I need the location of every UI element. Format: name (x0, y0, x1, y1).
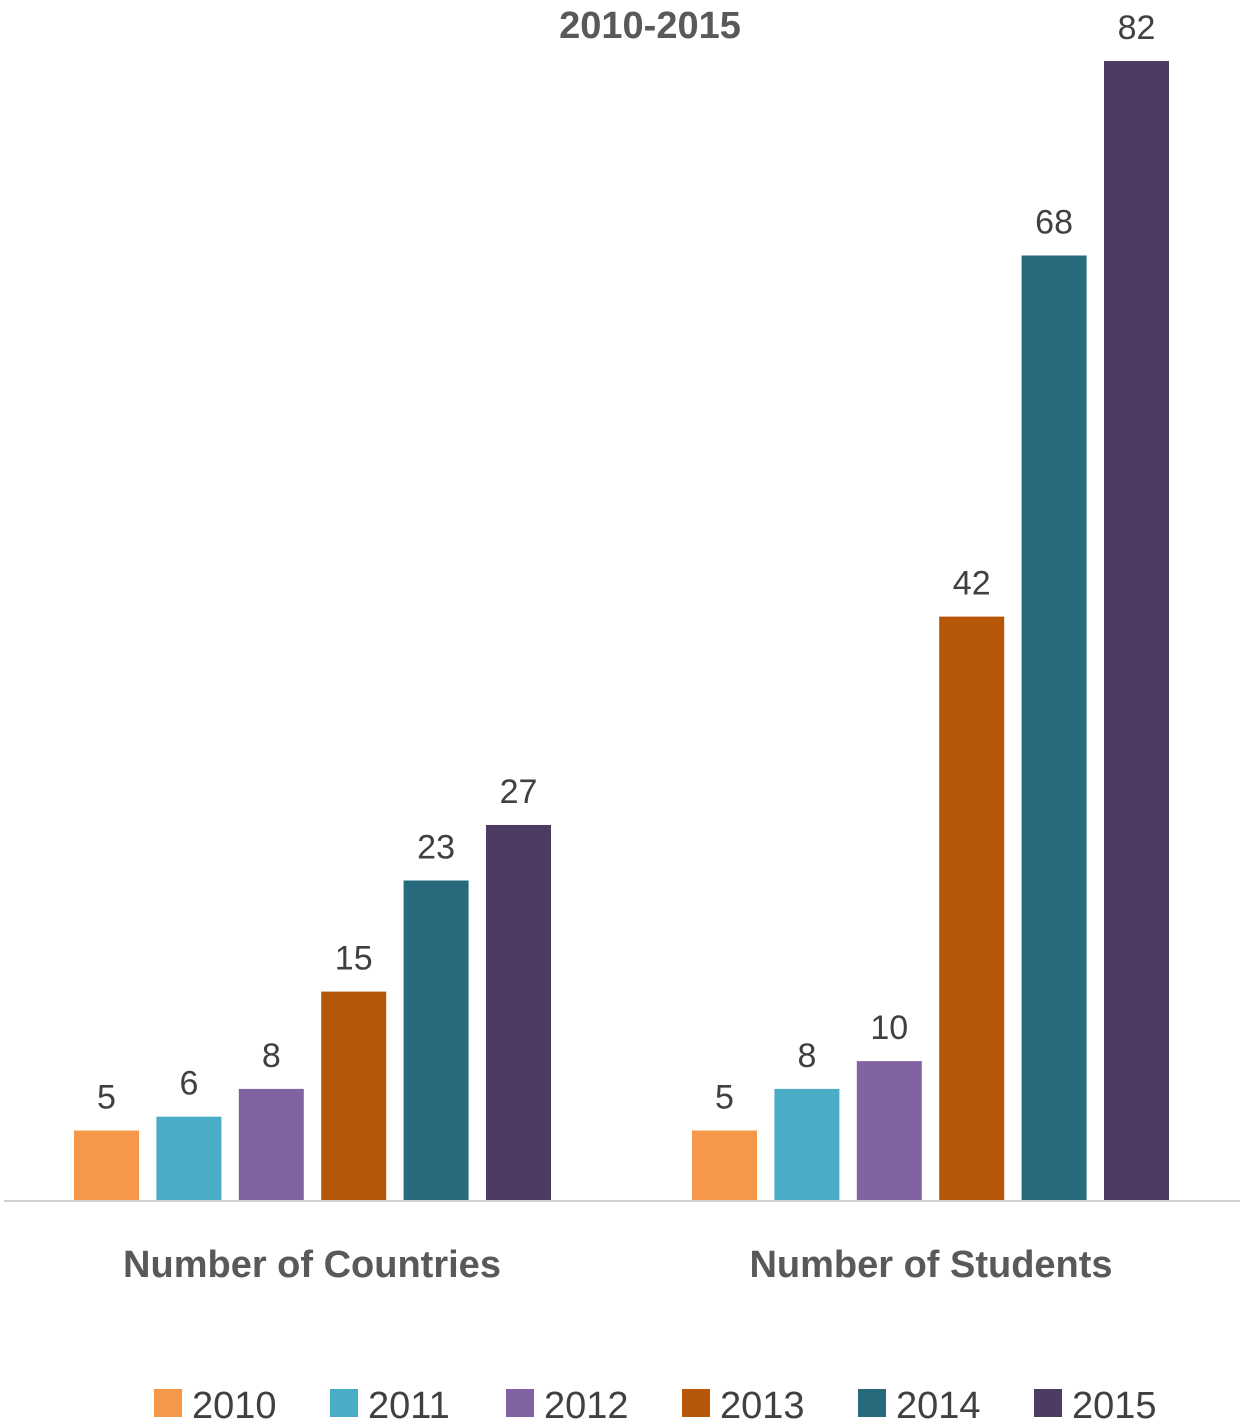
legend-item-2015: 2015 (1034, 1385, 1157, 1425)
legend-label-2010: 2010 (192, 1385, 277, 1425)
bar-countries-2011 (156, 1116, 222, 1200)
bar-countries-2014 (403, 880, 469, 1200)
bar-countries-2012 (238, 1088, 304, 1200)
data-label-students-2011: 8 (797, 1037, 816, 1075)
legend-label-2012: 2012 (544, 1385, 629, 1425)
legend-swatch-2012 (506, 1389, 534, 1417)
legend-swatch-2010 (154, 1389, 182, 1417)
chart-title: 2010-2015 (559, 5, 741, 47)
data-label-countries-2012: 8 (262, 1037, 281, 1075)
legend-swatch-2014 (858, 1389, 886, 1417)
bar-students-2013 (939, 616, 1005, 1200)
data-label-countries-2013: 15 (335, 940, 373, 978)
legend-label-2014: 2014 (896, 1385, 981, 1425)
legend-label-2011: 2011 (368, 1385, 450, 1425)
data-label-countries-2011: 6 (179, 1065, 198, 1103)
category-label-countries: Number of Countries (123, 1244, 501, 1286)
legend-swatch-2013 (682, 1389, 710, 1417)
legend-label-2015: 2015 (1072, 1385, 1157, 1425)
legend-item-2010: 2010 (154, 1385, 277, 1425)
data-label-students-2012: 10 (870, 1009, 908, 1047)
bar-countries-2013 (321, 991, 387, 1200)
data-label-students-2010: 5 (715, 1079, 734, 1117)
bar-countries-2015 (486, 825, 551, 1200)
data-label-students-2014: 68 (1035, 204, 1073, 242)
bar-students-2014 (1021, 255, 1087, 1200)
legend-swatch-2015 (1034, 1389, 1062, 1417)
bar-students-2010 (692, 1130, 757, 1200)
data-label-students-2015: 82 (1118, 9, 1156, 47)
bar-students-2015 (1104, 61, 1169, 1200)
bars-group (74, 61, 1169, 1200)
category-label-students: Number of Students (749, 1244, 1112, 1286)
data-label-countries-2015: 27 (500, 773, 538, 811)
legend-item-2012: 2012 (506, 1385, 629, 1425)
bar-students-2011 (774, 1088, 840, 1200)
legend-item-2013: 2013 (682, 1385, 805, 1425)
data-label-students-2013: 42 (953, 565, 991, 603)
legend-item-2014: 2014 (858, 1385, 981, 1425)
bar-countries-2010 (74, 1130, 139, 1200)
legend-item-2011: 2011 (330, 1385, 450, 1425)
legend: 2010 2011 2012 2013 2014 2015 (154, 1385, 1157, 1425)
legend-label-2013: 2013 (720, 1385, 805, 1425)
data-label-countries-2014: 23 (417, 829, 455, 867)
data-label-countries-2010: 5 (97, 1079, 116, 1117)
legend-swatch-2011 (330, 1389, 358, 1417)
bar-students-2012 (856, 1061, 922, 1200)
